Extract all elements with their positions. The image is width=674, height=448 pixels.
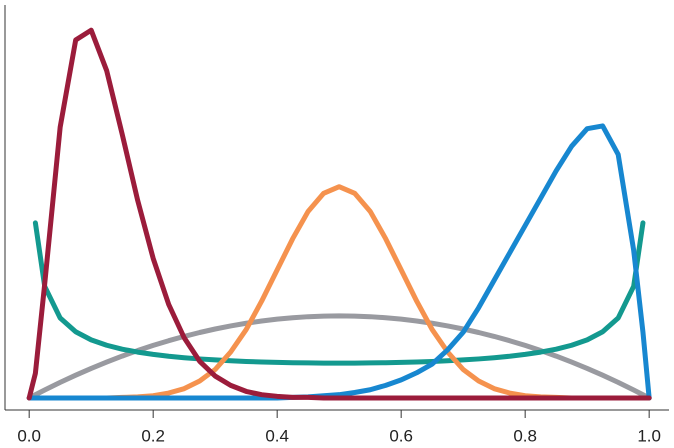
series-line xyxy=(26,27,652,401)
x-tick-label: 1.0 xyxy=(637,426,661,445)
series-line xyxy=(26,313,652,401)
x-tick-label: 0.6 xyxy=(389,426,413,445)
x-tick-label: 0.2 xyxy=(141,426,165,445)
series-line xyxy=(26,123,652,401)
x-tick-label: 0.8 xyxy=(513,426,537,445)
x-tick-label: 0.0 xyxy=(17,426,41,445)
series-line xyxy=(26,184,652,401)
series-line xyxy=(32,220,646,366)
x-tick-label: 0.4 xyxy=(265,426,289,445)
